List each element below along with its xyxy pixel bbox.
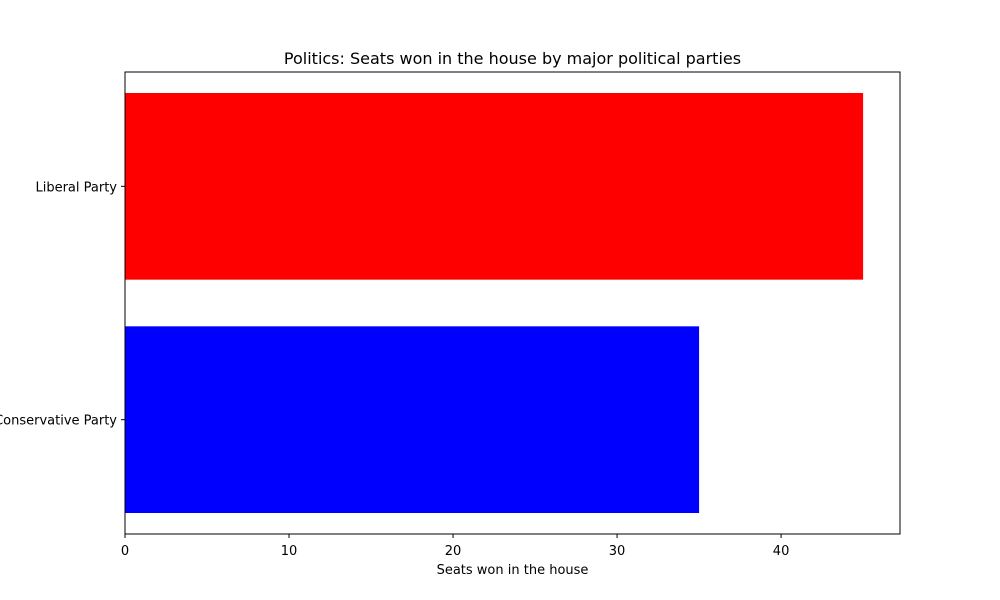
plot-area-frame (124, 71, 901, 535)
y-tick-label: Conservative Party (0, 414, 117, 429)
x-tick-label: 30 (609, 544, 626, 559)
bar-liberal-party (125, 93, 864, 280)
x-tick-label: 20 (445, 544, 462, 559)
bar-conservative-party (125, 326, 700, 513)
x-tick-label: 0 (121, 544, 129, 559)
x-tick-label: 10 (281, 544, 298, 559)
bars-layer (125, 93, 864, 513)
chart-title: Politics: Seats won in the house by majo… (284, 49, 741, 68)
x-tick-label: 40 (773, 544, 790, 559)
x-axis-ticks: 0 10 20 30 40 (121, 534, 789, 559)
y-tick-label: Liberal Party (35, 180, 117, 195)
y-axis-ticks: Liberal Party Conservative Party (0, 180, 125, 429)
x-axis-label: Seats won in the house (437, 563, 589, 578)
